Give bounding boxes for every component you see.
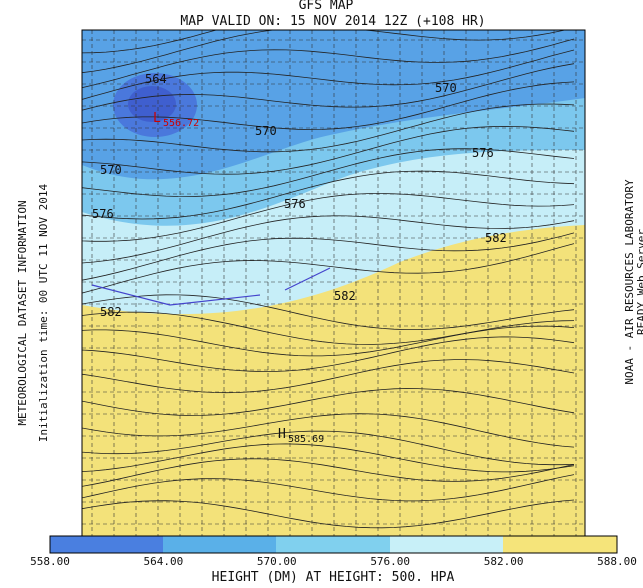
colorbar-label: 588.00	[597, 555, 637, 568]
init-time: Initialization time: 00 UTC 11 NOV 2014	[37, 183, 50, 442]
contour-label: 564	[145, 72, 167, 86]
colorbar-segment	[276, 536, 390, 553]
colorbar-label: 582.00	[484, 555, 524, 568]
streamline	[82, 148, 575, 198]
streamline	[82, 443, 575, 473]
colorbar-segment	[163, 536, 276, 553]
title: GFS MAP	[299, 0, 354, 13]
contour-label: 576	[92, 207, 114, 221]
streamlines	[82, 30, 585, 536]
jet-arrow	[91, 267, 331, 306]
streamline	[82, 243, 575, 294]
colorbar-label: 570.00	[257, 555, 297, 568]
streamline	[82, 193, 575, 242]
map	[82, 30, 585, 536]
streamline	[82, 30, 567, 74]
contour-label: 570	[435, 81, 457, 95]
streamline	[82, 499, 575, 529]
streamline	[82, 30, 218, 54]
streamline	[82, 336, 575, 372]
contour-label: 582	[334, 289, 356, 303]
streamline	[82, 294, 575, 330]
streamline	[82, 388, 575, 416]
noaa-label: NOAA - AIR RESOURCES LABORATORY	[623, 179, 636, 385]
colorbar-frame	[49, 535, 618, 554]
streamline	[82, 232, 575, 281]
low-core	[128, 86, 176, 122]
high-value: 585.69	[288, 434, 324, 445]
colorbar-segment	[50, 536, 163, 553]
subtitle: MAP VALID ON: 15 NOV 2014 12Z (+108 HR)	[180, 14, 485, 29]
streamline	[82, 359, 575, 394]
low-symbol: L	[153, 111, 161, 126]
streamline	[82, 63, 575, 116]
colorbar-label: 564.00	[144, 555, 184, 568]
server-label: READY Web Server	[635, 229, 643, 335]
contour-label: 576	[472, 146, 494, 160]
streamline	[82, 170, 575, 220]
streamline	[82, 215, 575, 264]
streamline	[82, 49, 575, 100]
streamline	[82, 103, 575, 154]
streamline	[82, 413, 575, 448]
low-value: 556.72	[163, 118, 199, 129]
dataset-info: METEOROLOGICAL DATASET INFORMATION	[16, 200, 29, 425]
band-582	[82, 225, 585, 536]
colorbar	[49, 535, 618, 554]
streamline	[82, 458, 575, 487]
contour-label: 570	[100, 163, 122, 177]
colorbar-labels: 558.00 564.00 570.00 576.00 582.00 588.00	[30, 555, 637, 568]
streamline	[82, 474, 575, 502]
contour-label: 570	[255, 124, 277, 138]
streamline	[82, 430, 575, 466]
streamline	[82, 325, 575, 357]
contour-label: 576	[284, 197, 306, 211]
high-symbol: H	[278, 427, 286, 442]
colorbar-segment	[390, 536, 503, 553]
colorbar-caption: HEIGHT (DM) AT HEIGHT: 500. HPA	[212, 570, 455, 585]
streamline	[82, 81, 575, 135]
contour-label: 582	[100, 305, 122, 319]
streamline	[82, 38, 575, 89]
colorbar-segment	[503, 536, 617, 553]
streamline	[82, 311, 575, 345]
contour-label: 582	[485, 231, 507, 245]
colorbar-label: 576.00	[370, 555, 410, 568]
colorbar-label: 558.00	[30, 555, 70, 568]
streamline	[82, 125, 575, 175]
